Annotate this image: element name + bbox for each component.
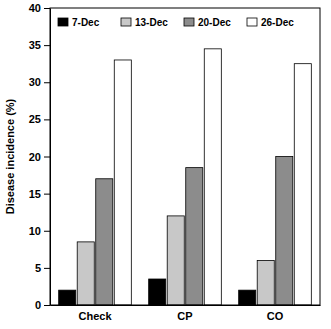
y-tick-label: 0 (35, 299, 41, 311)
y-tick-label: 25 (29, 113, 41, 125)
y-tick-label: 20 (29, 151, 41, 163)
bar (294, 64, 311, 305)
bar (59, 290, 76, 305)
bar (77, 242, 94, 305)
y-tick-mark (44, 45, 50, 46)
y-tick-mark (44, 194, 50, 195)
y-tick: 5 (35, 262, 50, 274)
y-tick-label: 30 (29, 76, 41, 88)
y-tick-mark (44, 82, 50, 83)
bar (276, 157, 293, 306)
legend-item: 7-Dec (58, 17, 100, 28)
y-axis-line (50, 9, 51, 306)
chart: 0 5 10 15 20 25 30 35 40 Check CP CO 7-Dec 13-Dec 20-D… (0, 0, 331, 329)
y-tick-mark (44, 305, 50, 306)
y-axis-title: Disease incidence (%) (4, 98, 16, 214)
y-tick: 25 (29, 113, 50, 125)
legend-label: 7-Dec (72, 17, 100, 28)
x-tick: CO (267, 305, 284, 322)
x-tick: CP (177, 305, 192, 322)
bar (239, 290, 256, 305)
y-tick-label: 10 (29, 225, 41, 237)
bar (167, 216, 184, 305)
x-axis: Check CP CO (51, 305, 321, 322)
y-tick: 0 (35, 299, 50, 311)
y-tick: 35 (29, 39, 50, 51)
bar (96, 179, 113, 305)
legend-swatch (184, 18, 194, 26)
y-tick-label: 35 (29, 39, 41, 51)
y-tick: 20 (29, 151, 50, 163)
plot-frame (50, 8, 320, 305)
x-tick-label: CP (177, 310, 192, 322)
legend-item: 26-Dec (247, 17, 294, 28)
y-tick-label: 15 (29, 188, 41, 200)
y-tick-mark (44, 268, 50, 269)
x-tick-label: CO (267, 310, 284, 322)
legend-swatch (58, 18, 68, 26)
y-tick-mark (44, 231, 50, 232)
bar-series (114, 49, 311, 305)
y-tick: 40 (29, 2, 50, 14)
legend-swatch (247, 18, 257, 26)
legend-label: 20-Dec (198, 17, 231, 28)
y-tick: 30 (29, 76, 50, 88)
bar (114, 60, 131, 305)
y-tick: 15 (29, 188, 50, 200)
bar (149, 279, 166, 305)
y-tick-label: 5 (35, 262, 41, 274)
bar (257, 260, 274, 305)
bar (204, 49, 221, 305)
x-tick: Check (78, 305, 112, 322)
y-tick-mark (44, 119, 50, 120)
y-tick-mark (44, 157, 50, 158)
x-axis-line (51, 305, 321, 306)
x-tick-label: Check (78, 310, 112, 322)
plot: 0 5 10 15 20 25 30 35 40 Check CP CO 7-Dec 13-Dec 20-D… (29, 2, 321, 322)
legend-label: 13-Dec (135, 17, 168, 28)
y-axis: 0 5 10 15 20 25 30 35 40 (29, 2, 51, 311)
legend-item: 13-Dec (121, 17, 168, 28)
y-tick-label: 40 (29, 2, 41, 14)
legend-label: 26-Dec (261, 17, 294, 28)
bars (59, 49, 312, 305)
legend-item: 20-Dec (184, 17, 231, 28)
y-tick: 10 (29, 225, 50, 237)
legend-swatch (121, 18, 131, 26)
legend: 7-Dec 13-Dec 20-Dec 26-Dec (58, 17, 294, 28)
y-tick-mark (44, 8, 50, 9)
bar (186, 168, 203, 305)
